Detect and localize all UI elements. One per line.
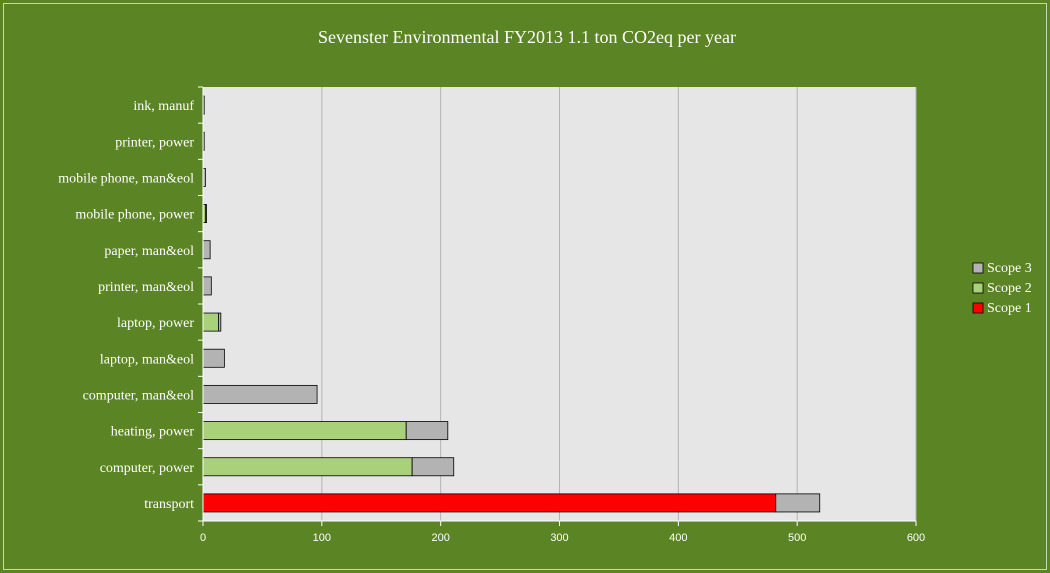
bar-segment	[775, 493, 821, 513]
category-label: heating, power	[111, 425, 195, 440]
bar-segment	[202, 240, 211, 260]
category-label: printer, man&eol	[98, 280, 194, 295]
chart-title: Sevenster Environmental FY2013 1.1 ton C…	[318, 27, 736, 47]
category-label: mobile phone, man&eol	[58, 171, 194, 186]
axes: 0 100 200 300 400 500 600 transport computer, po…	[58, 86, 925, 544]
category-label: paper, man&eol	[104, 244, 194, 259]
x-tick-label: 600	[907, 532, 925, 544]
bar-segment	[202, 457, 413, 477]
category-label: printer, power	[115, 135, 194, 150]
category-label: computer, man&eol	[83, 388, 195, 403]
category-label: ink, manuf	[133, 99, 194, 114]
bar-segment	[202, 493, 777, 513]
bar-segment	[411, 457, 455, 477]
category-label: laptop, power	[117, 316, 194, 331]
bar-segment	[202, 384, 318, 404]
bar-segment	[204, 204, 207, 224]
bar-segment	[202, 312, 219, 332]
category-label: mobile phone, power	[75, 208, 194, 223]
grid-lines	[321, 87, 917, 521]
legend: Scope 3 Scope 2 Scope 1	[972, 261, 1032, 316]
chart-svg: Sevenster Environmental FY2013 1.1 ton C…	[58, 27, 1032, 544]
x-tick-label: 500	[788, 532, 806, 544]
bar-segment	[202, 421, 407, 441]
bar-segment	[202, 276, 212, 296]
x-tick-label: 0	[200, 532, 206, 544]
x-tick-label: 200	[431, 532, 449, 544]
x-tick-label: 400	[669, 532, 687, 544]
category-label: transport	[144, 497, 194, 512]
chart-frame: Sevenster Environmental FY2013 1.1 ton C…	[3, 3, 1047, 570]
legend-label: Scope 3	[987, 261, 1032, 276]
legend-label: Scope 1	[987, 301, 1032, 316]
legend-swatch	[972, 302, 984, 314]
bar-segment	[218, 312, 222, 332]
legend-swatch	[972, 262, 984, 274]
bar-segment	[202, 348, 225, 368]
x-tick-label: 100	[313, 532, 331, 544]
x-tick-label: 300	[550, 532, 568, 544]
legend-label: Scope 2	[987, 281, 1032, 296]
bar-segment	[405, 421, 449, 441]
legend-swatch	[972, 282, 984, 294]
category-label: laptop, man&eol	[100, 352, 194, 367]
category-label: computer, power	[100, 461, 195, 476]
